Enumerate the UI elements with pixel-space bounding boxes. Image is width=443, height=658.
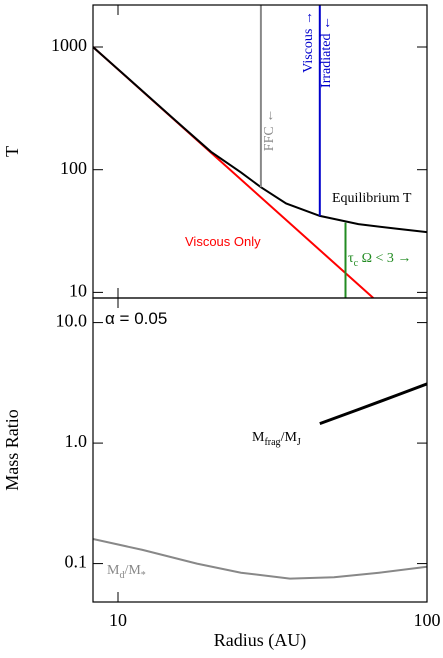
annotation-text: α = 0.05 xyxy=(105,309,167,328)
annotation: Viscous → xyxy=(301,11,316,73)
y-tick-label: 0.1 xyxy=(65,552,88,572)
y-axis-label: T xyxy=(2,146,22,157)
annotation-text: τ xyxy=(348,251,354,266)
annotation-text: Equilibrium T xyxy=(332,191,412,206)
annotation: Viscous Only xyxy=(185,234,261,249)
subscript: * xyxy=(141,570,146,581)
annotation-text: FFC ← xyxy=(262,109,277,151)
plot-frame xyxy=(92,297,428,603)
annotation-text: M xyxy=(107,563,120,578)
annotation-text: Ω < 3 → xyxy=(358,251,411,266)
y-axis-label: Mass Ratio xyxy=(2,409,22,491)
subscript: d xyxy=(119,570,124,581)
annotation-text: Irradiated ← xyxy=(319,16,334,88)
y-tick-label: 10 xyxy=(69,281,87,301)
y-tick-label: 1000 xyxy=(51,35,87,55)
subscript: frag xyxy=(264,437,280,448)
y-tick-label: 100 xyxy=(60,158,87,178)
data-line xyxy=(93,538,427,580)
annotation: Md/M* xyxy=(107,563,146,581)
annotation-text: Viscous Only xyxy=(185,234,261,249)
annotation: α = 0.05 xyxy=(105,309,167,328)
annotation-text: Viscous → xyxy=(301,11,316,73)
annotation-text: /M xyxy=(281,430,298,445)
annotation-text: /M xyxy=(124,563,141,578)
x-axis-label: Radius (AU) xyxy=(214,630,307,651)
annotation: τc Ω < 3 → xyxy=(348,251,411,269)
y-tick-label: 10.0 xyxy=(56,311,88,331)
annotation: Equilibrium T xyxy=(332,191,412,206)
annotation: FFC ← xyxy=(262,109,277,151)
annotation-text: M xyxy=(252,430,265,445)
y-tick-label: 1.0 xyxy=(65,431,88,451)
data-line xyxy=(319,382,427,426)
x-tick-label: 10 xyxy=(109,610,127,630)
subscript: c xyxy=(354,258,359,269)
x-tick-label: 100 xyxy=(414,610,441,630)
subscript: J xyxy=(297,437,301,448)
annotation: Mfrag/MJ xyxy=(252,430,301,448)
annotation: Irradiated ← xyxy=(319,16,334,88)
